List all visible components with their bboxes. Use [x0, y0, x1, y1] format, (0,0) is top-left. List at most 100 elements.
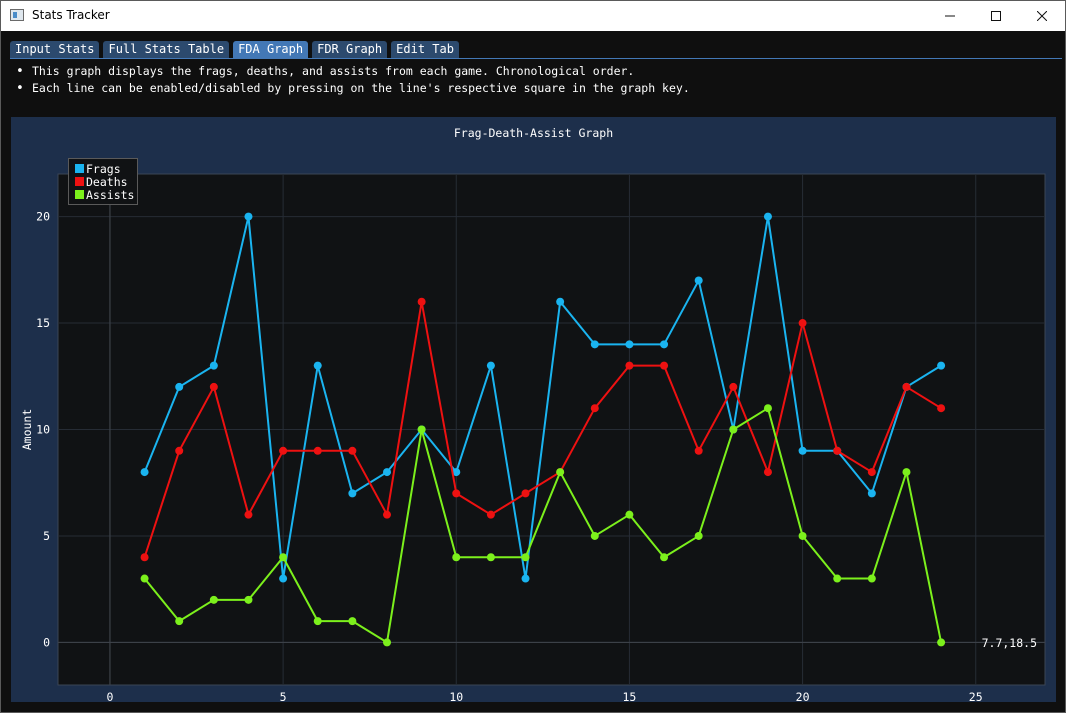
- x-tick-label: 25: [969, 690, 983, 702]
- title-bar[interactable]: Stats Tracker: [1, 1, 1065, 31]
- chart-title: Frag-Death-Assist Graph: [453, 126, 614, 140]
- legend-label: Deaths: [86, 174, 128, 189]
- tab-input-stats[interactable]: Input Stats: [10, 41, 100, 58]
- data-point-deaths: [763, 468, 772, 477]
- data-point-assists: [833, 574, 842, 583]
- legend-swatch-frags[interactable]: [75, 164, 84, 173]
- data-point-frags: [279, 574, 288, 583]
- tab-fdr-graph[interactable]: FDR Graph: [312, 41, 388, 58]
- data-point-frags: [867, 489, 876, 498]
- data-point-deaths: [348, 446, 357, 455]
- data-point-frags: [660, 340, 669, 349]
- app-icon: [10, 9, 24, 21]
- data-point-frags: [590, 340, 599, 349]
- legend-item-deaths[interactable]: Deaths: [75, 174, 128, 189]
- data-point-frags: [694, 276, 703, 285]
- cursor-coordinates: 7.7,18.5: [981, 636, 1037, 650]
- data-point-assists: [556, 468, 565, 477]
- data-point-assists: [383, 638, 391, 647]
- legend-swatch-assists[interactable]: [75, 190, 84, 199]
- data-point-deaths: [175, 446, 184, 455]
- data-point-deaths: [729, 382, 738, 391]
- data-point-deaths: [902, 382, 911, 391]
- y-tick-label: 15: [36, 316, 50, 330]
- tab-edit-tab[interactable]: Edit Tab: [391, 41, 459, 58]
- y-tick-label: 20: [36, 210, 50, 224]
- series-line-deaths: [143, 300, 942, 558]
- data-point-assists: [209, 595, 218, 604]
- data-point-deaths: [244, 510, 253, 519]
- x-tick-label: 0: [106, 690, 113, 702]
- legend-swatch-deaths[interactable]: [75, 177, 84, 186]
- data-point-assists: [452, 553, 461, 562]
- data-point-frags: [452, 468, 461, 477]
- data-point-frags: [244, 212, 253, 221]
- tab-full-stats-table[interactable]: Full Stats Table: [103, 41, 230, 58]
- x-tick-label: 20: [796, 690, 810, 702]
- data-point-deaths: [833, 446, 842, 455]
- data-point-deaths: [313, 446, 322, 455]
- data-point-assists: [140, 574, 149, 583]
- data-point-deaths: [798, 319, 807, 328]
- data-point-frags: [175, 382, 184, 391]
- data-point-deaths: [521, 489, 530, 498]
- data-point-frags: [763, 212, 772, 221]
- data-point-assists: [660, 553, 669, 562]
- data-point-assists: [244, 595, 253, 604]
- data-point-frags: [556, 297, 565, 306]
- maximize-icon: [991, 11, 1001, 21]
- chart-legend: Frags Deaths Assists: [68, 158, 138, 205]
- data-point-assists: [521, 553, 530, 562]
- close-button[interactable]: [1019, 1, 1065, 31]
- data-point-frags: [313, 361, 322, 370]
- data-point-assists: [902, 468, 911, 477]
- legend-item-frags[interactable]: Frags: [75, 161, 121, 176]
- data-point-assists: [313, 617, 322, 626]
- data-point-frags: [937, 361, 946, 370]
- x-tick-label: 10: [449, 690, 463, 702]
- x-tick-label: 15: [622, 690, 636, 702]
- fda-chart[interactable]: 051015202505101520Game IDAmount: [11, 117, 1056, 702]
- series-line-assists: [143, 407, 943, 644]
- data-point-assists: [590, 531, 599, 540]
- data-point-assists: [937, 638, 946, 647]
- y-tick-label: 0: [43, 635, 50, 649]
- data-point-assists: [279, 553, 288, 562]
- data-point-deaths: [383, 510, 391, 519]
- y-axis-label: Amount: [20, 409, 34, 451]
- data-point-assists: [486, 553, 495, 562]
- info-list: This graph displays the frags, deaths, a…: [16, 63, 690, 97]
- data-point-deaths: [486, 510, 495, 519]
- data-point-frags: [383, 468, 391, 477]
- legend-item-assists[interactable]: Assists: [75, 187, 135, 202]
- data-point-deaths: [590, 404, 599, 413]
- legend-label: Assists: [86, 187, 135, 202]
- minimize-button[interactable]: [927, 1, 973, 31]
- data-point-assists: [798, 531, 807, 540]
- tab-underline: [10, 58, 1062, 59]
- data-point-assists: [348, 617, 357, 626]
- x-tick-label: 5: [280, 690, 287, 702]
- window-title: Stats Tracker: [32, 8, 110, 22]
- data-point-frags: [348, 489, 357, 498]
- data-point-frags: [798, 446, 807, 455]
- plot-frame[interactable]: Frag-Death-Assist Graph 0 5 10 15 20 25 0 5 10 15…: [11, 117, 1056, 702]
- data-point-frags: [625, 340, 634, 349]
- data-point-deaths: [937, 404, 946, 413]
- data-point-assists: [175, 617, 184, 626]
- legend-label: Frags: [86, 161, 121, 176]
- close-icon: [1037, 11, 1047, 21]
- data-point-deaths: [417, 297, 426, 306]
- y-tick-label: 5: [43, 529, 50, 543]
- data-point-frags: [486, 361, 495, 370]
- tab-fda-graph[interactable]: FDA Graph: [233, 41, 309, 58]
- maximize-button[interactable]: [973, 1, 1019, 31]
- data-point-deaths: [625, 361, 634, 370]
- data-point-deaths: [140, 553, 149, 562]
- y-tick-label: 10: [36, 423, 50, 437]
- data-point-frags: [140, 468, 149, 477]
- data-point-deaths: [660, 361, 669, 370]
- data-point-deaths: [209, 382, 218, 391]
- series-line-frags: [143, 215, 942, 580]
